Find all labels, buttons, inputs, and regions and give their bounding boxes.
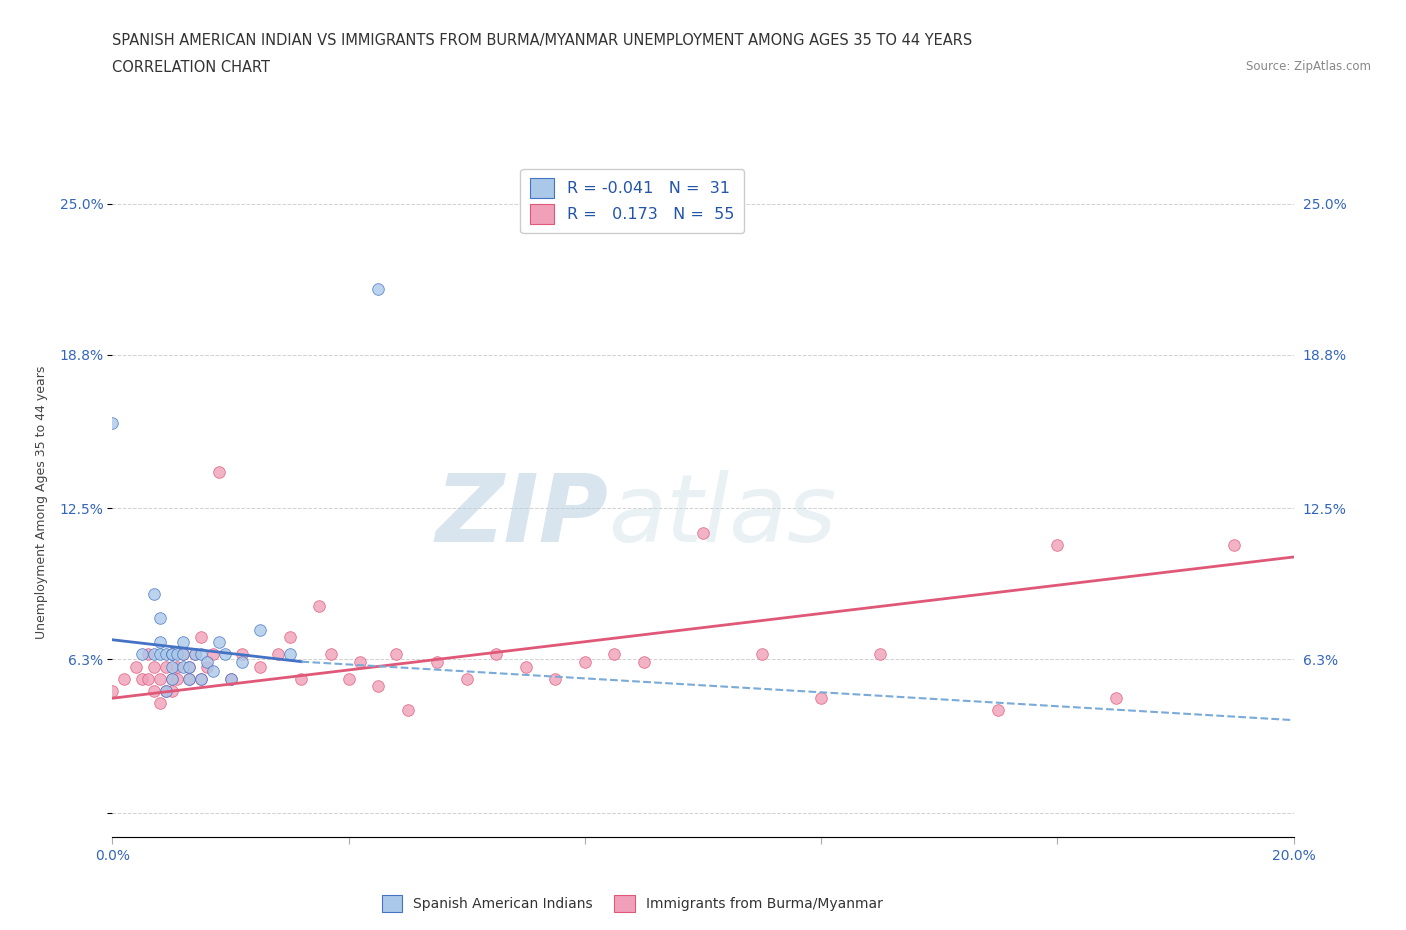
Point bbox=[166, 647, 188, 662]
Point bbox=[426, 654, 449, 669]
Point bbox=[155, 647, 177, 662]
Point bbox=[219, 671, 242, 686]
Point bbox=[136, 671, 159, 686]
Point bbox=[172, 647, 194, 662]
Point bbox=[172, 659, 194, 674]
Point bbox=[172, 647, 194, 662]
Point bbox=[249, 622, 271, 637]
Point bbox=[190, 671, 212, 686]
Point bbox=[160, 647, 183, 662]
Point bbox=[278, 630, 301, 644]
Point bbox=[160, 647, 183, 662]
Point bbox=[337, 671, 360, 686]
Point bbox=[208, 635, 231, 650]
Point bbox=[231, 654, 253, 669]
Point bbox=[155, 684, 177, 698]
Point bbox=[149, 671, 172, 686]
Point bbox=[179, 671, 201, 686]
Point bbox=[142, 684, 165, 698]
Text: SPANISH AMERICAN INDIAN VS IMMIGRANTS FROM BURMA/MYANMAR UNEMPLOYMENT AMONG AGES: SPANISH AMERICAN INDIAN VS IMMIGRANTS FR… bbox=[112, 33, 973, 47]
Point bbox=[190, 630, 212, 644]
Point bbox=[278, 647, 301, 662]
Point bbox=[160, 671, 183, 686]
Text: ZIP: ZIP bbox=[436, 470, 609, 562]
Point bbox=[231, 647, 253, 662]
Point bbox=[987, 703, 1010, 718]
Point bbox=[136, 647, 159, 662]
Point bbox=[869, 647, 891, 662]
Point bbox=[155, 684, 177, 698]
Point bbox=[179, 671, 201, 686]
Point bbox=[633, 654, 655, 669]
Point bbox=[349, 654, 371, 669]
Point bbox=[142, 647, 165, 662]
Point bbox=[308, 598, 330, 613]
Text: CORRELATION CHART: CORRELATION CHART bbox=[112, 60, 270, 75]
Point bbox=[367, 679, 389, 694]
Point bbox=[810, 691, 832, 706]
Point bbox=[195, 659, 218, 674]
Text: atlas: atlas bbox=[609, 470, 837, 561]
Point bbox=[751, 647, 773, 662]
Point bbox=[101, 416, 124, 431]
Point bbox=[184, 647, 207, 662]
Point bbox=[179, 659, 201, 674]
Point bbox=[201, 647, 224, 662]
Point bbox=[149, 610, 172, 625]
Point bbox=[692, 525, 714, 540]
Point bbox=[485, 647, 508, 662]
Point bbox=[367, 282, 389, 297]
Point bbox=[149, 635, 172, 650]
Point bbox=[290, 671, 312, 686]
Point bbox=[208, 464, 231, 479]
Point bbox=[385, 647, 408, 662]
Point bbox=[125, 659, 148, 674]
Point bbox=[142, 659, 165, 674]
Point bbox=[190, 671, 212, 686]
Point bbox=[172, 635, 194, 650]
Point bbox=[160, 684, 183, 698]
Point bbox=[112, 671, 135, 686]
Point bbox=[160, 647, 183, 662]
Legend: Spanish American Indians, Immigrants from Burma/Myanmar: Spanish American Indians, Immigrants fro… bbox=[375, 889, 889, 917]
Point bbox=[219, 671, 242, 686]
Point bbox=[131, 647, 153, 662]
Point bbox=[267, 647, 290, 662]
Y-axis label: Unemployment Among Ages 35 to 44 years: Unemployment Among Ages 35 to 44 years bbox=[35, 365, 48, 639]
Point bbox=[544, 671, 567, 686]
Point bbox=[1105, 691, 1128, 706]
Point bbox=[149, 696, 172, 711]
Point bbox=[603, 647, 626, 662]
Point bbox=[515, 659, 537, 674]
Point bbox=[456, 671, 478, 686]
Point bbox=[1046, 538, 1069, 552]
Point bbox=[249, 659, 271, 674]
Point bbox=[201, 664, 224, 679]
Point bbox=[155, 659, 177, 674]
Point bbox=[190, 647, 212, 662]
Point bbox=[160, 671, 183, 686]
Point bbox=[149, 647, 172, 662]
Point bbox=[319, 647, 342, 662]
Point bbox=[166, 671, 188, 686]
Point bbox=[179, 659, 201, 674]
Text: Source: ZipAtlas.com: Source: ZipAtlas.com bbox=[1246, 60, 1371, 73]
Point bbox=[184, 647, 207, 662]
Point bbox=[142, 586, 165, 601]
Point bbox=[131, 671, 153, 686]
Point bbox=[214, 647, 236, 662]
Point bbox=[574, 654, 596, 669]
Point bbox=[396, 703, 419, 718]
Point bbox=[166, 659, 188, 674]
Point bbox=[195, 654, 218, 669]
Point bbox=[101, 684, 124, 698]
Point bbox=[1223, 538, 1246, 552]
Point bbox=[160, 659, 183, 674]
